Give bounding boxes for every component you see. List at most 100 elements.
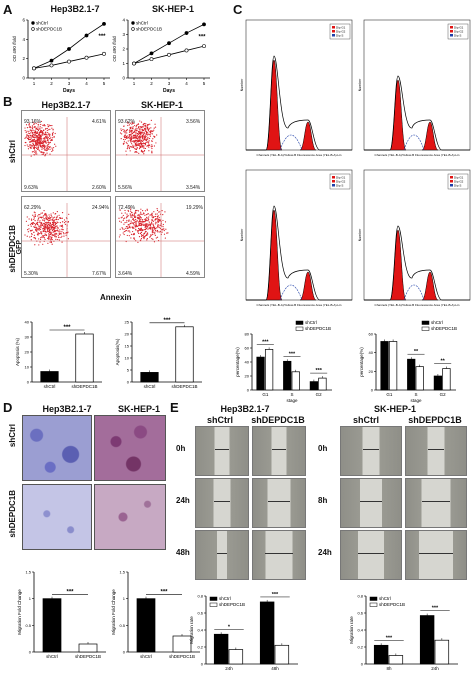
wound-measure-line — [421, 501, 451, 502]
scatter-dot — [37, 128, 39, 131]
y-axis-label: percentage(%) — [359, 347, 364, 377]
scatter-dot — [27, 132, 30, 134]
scatter-dot — [31, 136, 33, 138]
scatter-dot — [38, 143, 40, 145]
scatter-dot — [33, 222, 35, 225]
scatter-dot — [141, 224, 143, 226]
y-tick-label: 10 — [125, 356, 130, 361]
scatter-dot — [161, 229, 163, 231]
scatter-dot — [137, 131, 140, 133]
bar — [388, 341, 398, 391]
scatter-dot — [46, 216, 48, 218]
scatter-dot — [45, 153, 47, 155]
data-point — [202, 22, 206, 27]
scatter-dot — [34, 134, 37, 136]
scatter-dot — [48, 124, 50, 126]
scatter-dot — [30, 147, 32, 149]
scatter-dot — [156, 236, 159, 238]
scatter-dot — [50, 224, 52, 226]
scatter-dot — [49, 146, 51, 149]
scatter-dot — [137, 215, 139, 217]
scatter-dot — [145, 138, 147, 140]
scatter-dot — [148, 224, 150, 226]
scatter-dot — [43, 224, 45, 226]
scatter-dot — [30, 239, 32, 241]
scatter-dot — [134, 221, 136, 224]
scatter-dot — [27, 135, 29, 137]
scatter-dot — [51, 150, 53, 153]
scatter-dot — [123, 218, 125, 220]
y-tick-label: 60 — [245, 346, 250, 351]
scatter-dot — [63, 233, 65, 235]
scatter-dot — [149, 123, 151, 125]
scatter-dot — [146, 126, 148, 128]
scatter-dot — [156, 215, 159, 218]
scatter-dot — [148, 142, 150, 144]
panel-b-bar-charts: 0 10 20 30 40 shCtrl shDEPDC1B *** Apoptosis (%)… — [15, 318, 202, 389]
scatter-dot — [51, 243, 53, 245]
scatter-dot — [131, 121, 133, 123]
panel-letter-c: C — [233, 2, 243, 17]
scatter-dot — [137, 241, 139, 243]
legend-label: shDEPDC1B — [379, 602, 405, 607]
scatter-dot — [162, 226, 164, 228]
scatter-dot — [139, 137, 141, 139]
scatter-dot — [131, 215, 133, 217]
scatter-dot — [143, 136, 145, 138]
flow-scatter — [22, 117, 110, 191]
panel-e-col-label: shCtrl — [352, 415, 379, 425]
scatter-dot — [38, 214, 40, 216]
scatter-dot — [158, 216, 160, 219]
scatter-dot — [147, 140, 149, 143]
scatter-dot — [47, 222, 49, 224]
scatter-dot — [124, 209, 126, 212]
scatter-dot — [42, 219, 44, 221]
y-tick-label: 5 — [127, 368, 130, 373]
scatter-dot — [34, 237, 36, 239]
scatter-dot — [38, 226, 41, 228]
scatter-dot — [149, 228, 152, 230]
scatter-dot — [148, 218, 150, 221]
scatter-dot — [32, 221, 34, 224]
scatter-dot — [50, 139, 53, 141]
scatter-dot — [38, 132, 41, 134]
legend-label: Dip S — [336, 184, 343, 188]
scatter-dot — [41, 141, 43, 143]
scatter-dot — [142, 234, 144, 237]
scatter-dot — [42, 130, 45, 132]
data-point — [84, 33, 89, 38]
scatter-dot — [37, 135, 39, 137]
scatter-dot — [54, 222, 56, 224]
legend-swatch — [450, 184, 453, 187]
scatter-dot — [118, 236, 121, 238]
scatter-dot — [138, 229, 140, 231]
scatter-dot — [47, 226, 49, 228]
scatter-dot — [148, 127, 150, 129]
scatter-dot — [52, 220, 54, 222]
quadrant-percentage: 9.63% — [24, 185, 39, 191]
scatter-dot — [139, 220, 142, 222]
scatter-dot — [129, 122, 131, 124]
quadrant-percentage: 7.67% — [92, 271, 107, 277]
scatter-dot — [63, 219, 66, 221]
bar — [373, 644, 389, 665]
scatter-dot — [43, 144, 45, 146]
scatter-dot — [28, 130, 30, 132]
scatter-dot — [43, 125, 45, 127]
scatter-dot — [152, 238, 154, 240]
scatter-dot — [42, 153, 45, 155]
scatter-dot — [31, 128, 34, 130]
scatter-dot — [151, 230, 153, 233]
scatter-dot — [123, 142, 125, 144]
scatter-dot — [148, 140, 150, 142]
scatter-dot — [132, 126, 134, 128]
scatter-dot — [52, 218, 54, 220]
scatter-dot — [48, 224, 50, 226]
scatter-dot — [125, 141, 127, 143]
scatter-dot — [146, 133, 148, 135]
scatter-dot — [47, 143, 50, 145]
scatter-dot — [157, 224, 159, 226]
scatter-dot — [51, 137, 53, 139]
scatter-dot — [125, 226, 128, 228]
scatter-dot — [49, 225, 51, 227]
